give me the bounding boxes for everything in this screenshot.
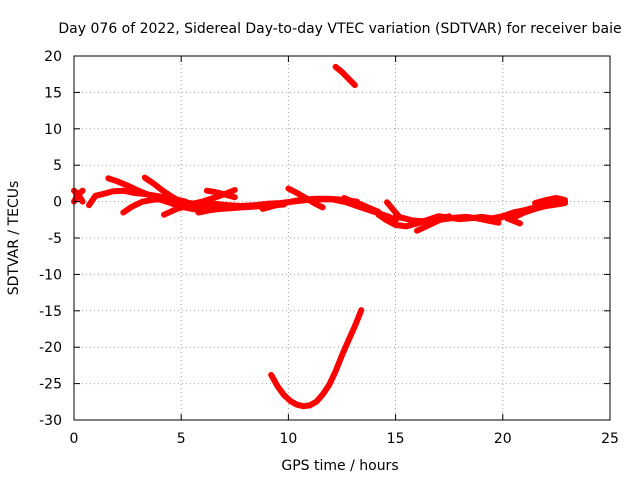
y-axis-label: SDTVAR / TECUs	[6, 181, 22, 296]
x-tick-label-0: 0	[70, 431, 79, 447]
series-line-10	[203, 187, 238, 201]
x-tick-label-4: 20	[494, 431, 512, 447]
y-tick-label-3: -15	[39, 304, 62, 320]
x-tick-label-2: 10	[279, 431, 297, 447]
series-line-22	[532, 195, 566, 207]
y-tick-label-4: -10	[39, 267, 62, 283]
series-line-12	[285, 185, 326, 211]
y-tick-label-5: -5	[48, 231, 62, 247]
series-line-21	[504, 215, 523, 227]
y-tick-label-8: 10	[44, 122, 62, 138]
axes-layer: 0 5 10 15 20 25 -30 -25 -20 -15 -10 -5 0 5 10 15 20	[39, 49, 619, 447]
series-line-2	[71, 187, 86, 205]
series-line-14	[341, 195, 382, 215]
series-line-23	[332, 63, 358, 89]
series-line-20	[510, 197, 568, 221]
series-line-18	[414, 213, 453, 234]
x-tick-label-1: 5	[177, 431, 186, 447]
grid-layer	[74, 56, 610, 420]
y-tick-label-6: 0	[53, 195, 62, 211]
x-tick-label-3: 15	[387, 431, 405, 447]
x-axis-label: GPS time / hours	[281, 458, 398, 474]
chart-title: Day 076 of 2022, Sidereal Day-to-day VTE…	[58, 21, 621, 37]
y-tick-label-9: 15	[44, 85, 62, 101]
y-tick-label-7: 5	[53, 158, 62, 174]
y-tick-label-0: -30	[39, 413, 62, 429]
x-tick-label-5: 25	[601, 431, 619, 447]
series-line-17	[384, 199, 403, 221]
series-layer	[71, 63, 568, 410]
y-tick-label-2: -20	[39, 340, 62, 356]
series-line-6	[141, 174, 183, 204]
series-line-24	[268, 307, 365, 410]
y-tick-label-10: 20	[44, 49, 62, 65]
y-tick-label-1: -25	[39, 377, 62, 393]
